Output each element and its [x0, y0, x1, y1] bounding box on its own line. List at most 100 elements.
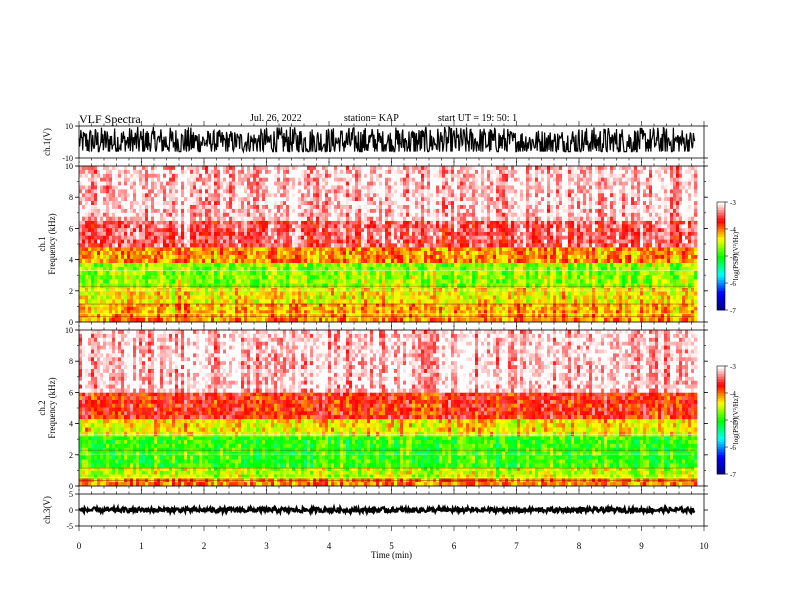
ch1-spectrogram-cell: [403, 166, 407, 171]
ch1-spectrogram-cell: [406, 177, 410, 182]
ch1-spectrogram-cell: [211, 243, 215, 248]
ch1-spectrogram-cell: [88, 212, 92, 217]
ch1-spectrogram-cell: [427, 317, 431, 323]
ch1-spectrogram-cell: [175, 262, 179, 268]
ch1-spectrogram-cell: [388, 224, 392, 229]
ch1-spectrogram-cell: [334, 247, 338, 252]
ch1-spectrogram-cell: [310, 266, 314, 272]
ch1-spectrogram-cell: [400, 279, 404, 284]
ch1-spectrogram-cell: [250, 262, 254, 268]
ch1-spectrogram-cell: [280, 317, 284, 323]
ch1-spectrogram-cell: [310, 212, 314, 217]
ch1-spectrogram-cell: [109, 283, 113, 288]
ch1-spectrogram-cell: [88, 247, 92, 252]
ch1-spectrogram-cell: [229, 262, 233, 268]
ch1-spectrogram-cell: [115, 181, 119, 186]
ch1-spectrogram-cell: [352, 173, 356, 178]
ch1-spectrogram-cell: [193, 169, 197, 175]
ch1-spectrogram-cell: [163, 239, 167, 244]
ch1-spectrogram-cell: [391, 235, 395, 240]
ch1-spectrogram-cell: [421, 295, 425, 300]
ch1-spectrogram-cell: [322, 303, 326, 308]
ch1-spectrogram-cell: [334, 306, 338, 311]
ch1-spectrogram-cell: [205, 185, 209, 190]
ch1-spectrogram-cell: [361, 193, 365, 198]
ch1-spectrogram-cell: [85, 310, 89, 315]
ch1-spectrogram-cell: [388, 310, 392, 315]
ch1-spectrogram-cell: [160, 258, 164, 264]
ch1-spectrogram-cell: [223, 262, 227, 268]
ch1-spectrogram-cell: [388, 317, 392, 323]
ch1-spectrogram-cell: [430, 271, 434, 276]
ch1-spectrogram-cell: [265, 235, 269, 240]
ch1-spectrogram-cell: [316, 177, 320, 182]
ch1-spectrogram-cell: [319, 258, 323, 264]
ch1-spectrogram-cell: [310, 254, 314, 260]
ch1-spectrogram-cell: [91, 166, 95, 171]
ch1-spectrogram-cell: [244, 313, 248, 318]
ch1-spectrogram-cell: [157, 201, 161, 206]
ch1-spectrogram-cell: [331, 247, 335, 252]
ch1-spectrogram-cell: [277, 262, 281, 268]
ch1-spectrogram-cell: [274, 220, 278, 225]
ch1-spectrogram-cell: [145, 205, 149, 210]
ch1-spectrogram-cell: [259, 271, 263, 276]
ch1-spectrogram-cell: [286, 212, 290, 217]
ch1-spectrogram-cell: [301, 303, 305, 308]
ch1-spectrogram-cell: [265, 220, 269, 225]
ch1-spectrogram-cell: [274, 258, 278, 264]
ch1-spectrogram-cell: [202, 185, 206, 190]
ch1-spectrogram-cell: [262, 169, 266, 175]
ch1-spectrogram-cell: [199, 173, 203, 178]
ch1-spectrogram-cell: [97, 231, 101, 237]
ch1-spectrogram-cell: [196, 295, 200, 300]
ch1-spectrogram-cell: [139, 254, 143, 260]
ch1-spectrogram-cell: [115, 306, 119, 311]
ch1-spectrogram-cell: [388, 306, 392, 311]
ch1-spectrogram-cell: [253, 317, 257, 323]
ch1-spectrogram-cell: [259, 310, 263, 315]
ch1-spectrogram-cell: [268, 231, 272, 237]
ch1-spectrogram-cell: [154, 254, 158, 260]
ch1-spectrogram-cell: [157, 313, 161, 318]
ch1-spectrogram-cell: [361, 212, 365, 217]
ch1-spectrogram-cell: [238, 247, 242, 252]
ch1-spectrogram-cell: [421, 313, 425, 318]
ch1-spectrogram-cell: [229, 173, 233, 178]
ch1-spectrogram-cell: [271, 247, 275, 252]
ch1-spectrogram-cell: [232, 291, 236, 296]
ch1-spectrogram-cell: [397, 235, 401, 240]
ch1-spectrogram-cell: [409, 310, 413, 315]
ch1-spectrogram-cell: [367, 306, 371, 311]
ch1-spectrogram-cell: [193, 177, 197, 182]
ch1-spectrogram-cell: [244, 279, 248, 284]
ch1-spectrogram-cell: [337, 275, 341, 280]
ch1-spectrogram-cell: [238, 197, 242, 202]
ch1-spectrogram-cell: [133, 197, 137, 202]
ch1-spectrogram-cell: [130, 239, 134, 244]
ch1-spectrogram-cell: [154, 258, 158, 264]
ch1-spectrogram-cell: [382, 228, 386, 233]
ch1-spectrogram-cell: [367, 243, 371, 248]
ch1-spectrogram-cell: [124, 306, 128, 311]
ch1-spectrogram-cell: [223, 243, 227, 248]
ch1-spectrogram-cell: [97, 291, 101, 296]
ch1-spectrogram-cell: [124, 262, 128, 268]
ch1-spectrogram-cell: [424, 169, 428, 175]
ch1-spectrogram-cell: [331, 185, 335, 190]
ch1-spectrogram-cell: [370, 205, 374, 210]
ch1-spectrogram-cell: [271, 310, 275, 315]
ch1-spectrogram-cell: [355, 266, 359, 272]
ch1-spectrogram-cell: [421, 239, 425, 244]
ch1-spectrogram-cell: [307, 166, 311, 171]
ch1-spectrogram-cell: [304, 266, 308, 272]
ch1-spectrogram-cell: [412, 243, 416, 248]
ch1-spectrogram-cell: [352, 208, 356, 214]
ch1-spectrogram-cell: [433, 303, 437, 308]
ch1-spectrogram-cell: [172, 201, 176, 206]
ch1-spectrogram-cell: [412, 262, 416, 268]
ch1-spectrogram-cell: [190, 317, 194, 323]
ch1-spectrogram-cell: [250, 208, 254, 214]
ch1-spectrogram-cell: [319, 299, 323, 304]
ch1-spectrogram-cell: [439, 189, 443, 194]
